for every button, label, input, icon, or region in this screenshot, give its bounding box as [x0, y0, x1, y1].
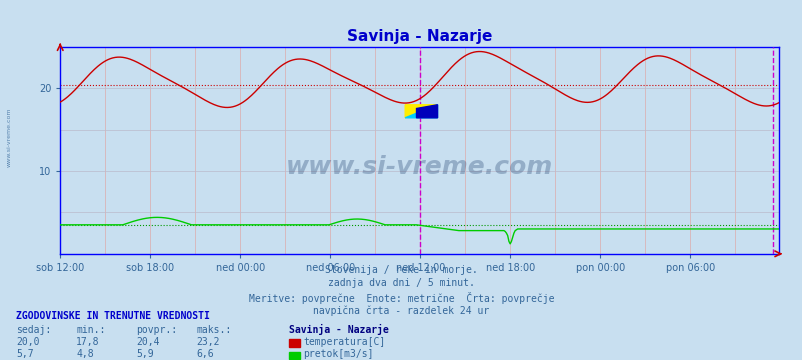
Text: 5,7: 5,7	[16, 350, 34, 360]
Text: ZGODOVINSKE IN TRENUTNE VREDNOSTI: ZGODOVINSKE IN TRENUTNE VREDNOSTI	[16, 311, 209, 321]
Text: 6,6: 6,6	[196, 350, 214, 360]
Text: pretok[m3/s]: pretok[m3/s]	[303, 350, 374, 360]
Text: www.si-vreme.com: www.si-vreme.com	[7, 107, 12, 167]
Text: 20,0: 20,0	[16, 337, 39, 347]
Text: 4,8: 4,8	[76, 350, 94, 360]
Text: povpr.:: povpr.:	[136, 325, 177, 335]
Text: www.si-vreme.com: www.si-vreme.com	[286, 155, 553, 179]
Text: Meritve: povprečne  Enote: metrične  Črta: povprečje: Meritve: povprečne Enote: metrične Črta:…	[249, 292, 553, 304]
Text: maks.:: maks.:	[196, 325, 232, 335]
Text: navpična črta - razdelek 24 ur: navpična črta - razdelek 24 ur	[313, 306, 489, 316]
Polygon shape	[416, 105, 437, 118]
Title: Savinja - Nazarje: Savinja - Nazarje	[346, 29, 492, 44]
Text: Savinja - Nazarje: Savinja - Nazarje	[289, 324, 388, 335]
Text: zadnja dva dni / 5 minut.: zadnja dva dni / 5 minut.	[328, 278, 474, 288]
Text: temperatura[C]: temperatura[C]	[303, 337, 385, 347]
Polygon shape	[405, 105, 437, 118]
Text: 23,2: 23,2	[196, 337, 220, 347]
Text: 5,9: 5,9	[136, 350, 154, 360]
Polygon shape	[405, 105, 437, 118]
Text: 17,8: 17,8	[76, 337, 99, 347]
Text: Slovenija / reke in morje.: Slovenija / reke in morje.	[325, 265, 477, 275]
Text: min.:: min.:	[76, 325, 106, 335]
Text: sedaj:: sedaj:	[16, 325, 51, 335]
Text: 20,4: 20,4	[136, 337, 160, 347]
